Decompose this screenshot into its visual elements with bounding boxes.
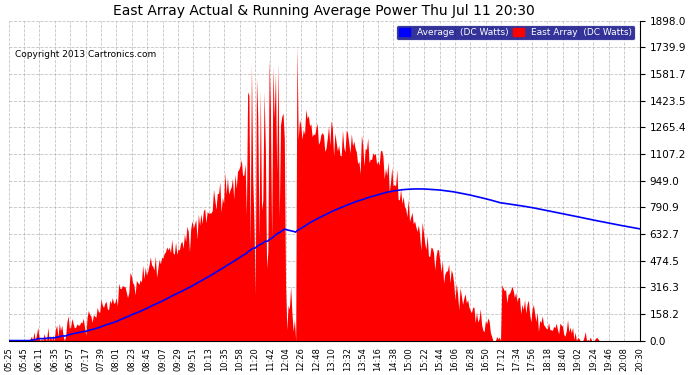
Legend: Average  (DC Watts), East Array  (DC Watts): Average (DC Watts), East Array (DC Watts…: [397, 25, 635, 40]
Title: East Array Actual & Running Average Power Thu Jul 11 20:30: East Array Actual & Running Average Powe…: [113, 4, 535, 18]
Text: Copyright 2013 Cartronics.com: Copyright 2013 Cartronics.com: [15, 50, 156, 58]
